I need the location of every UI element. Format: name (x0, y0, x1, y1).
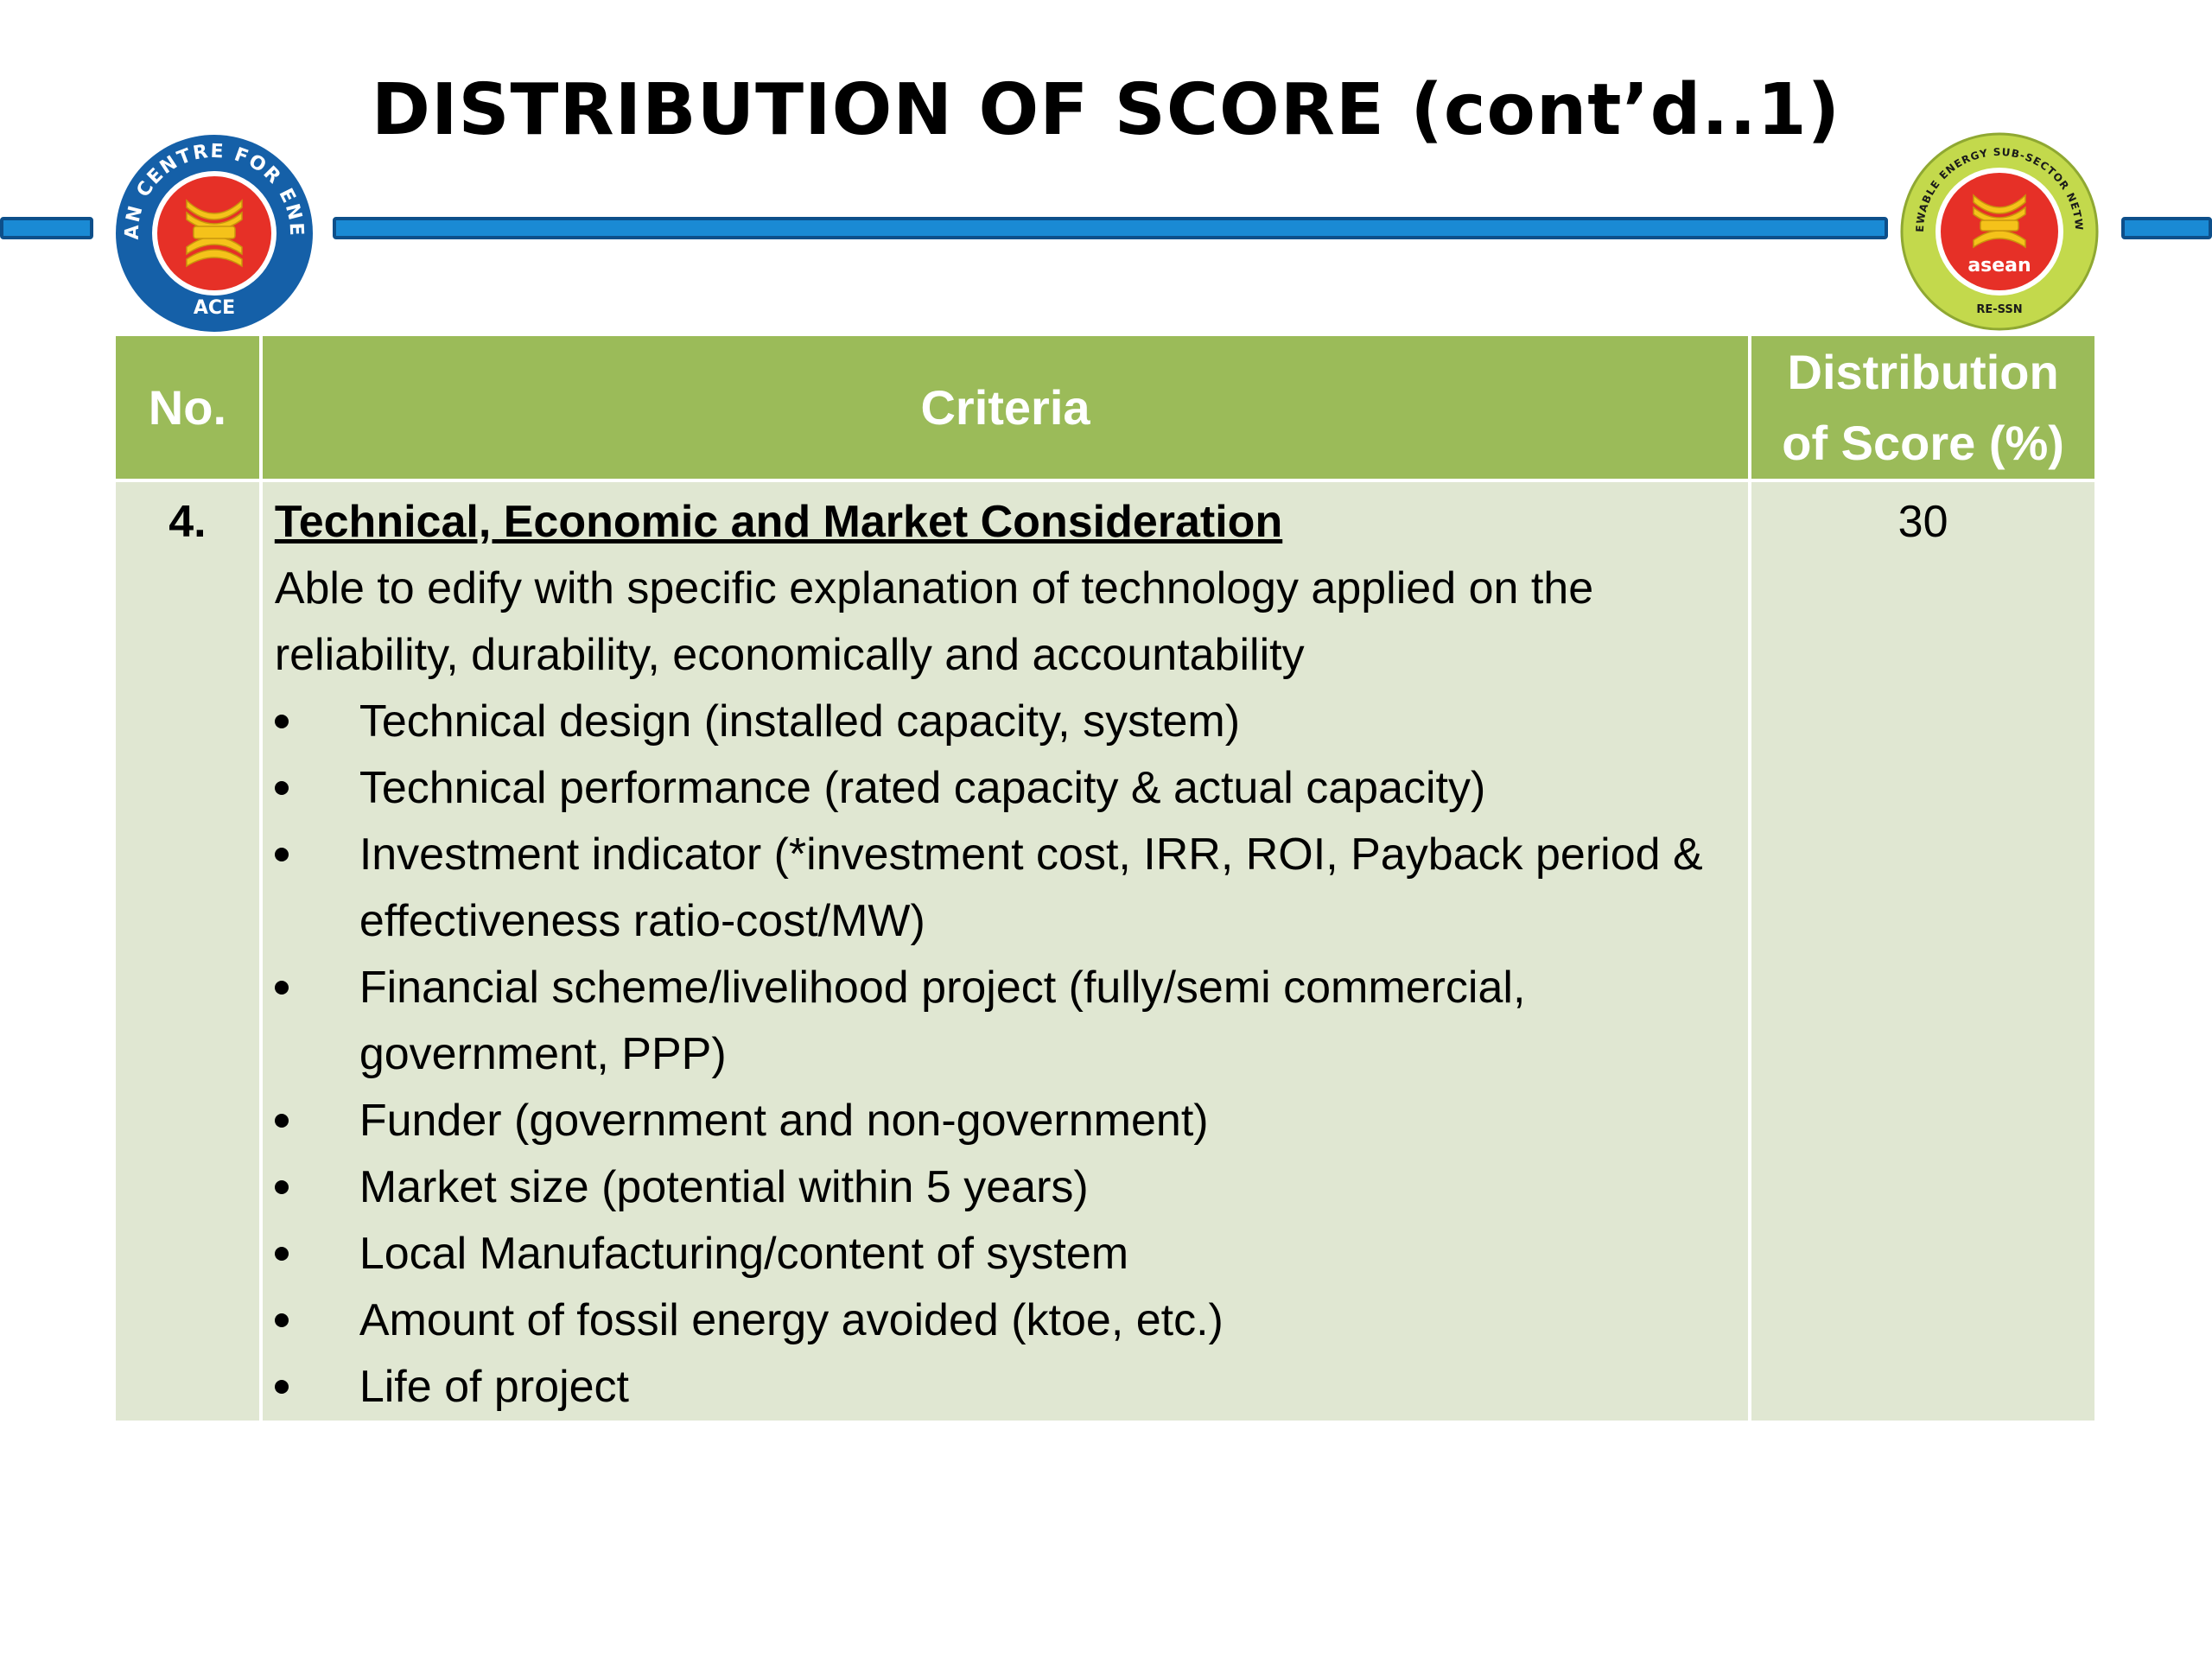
criteria-description: Able to edify with specific explanation … (274, 563, 1594, 680)
criteria-list: Technical design (installed capacity, sy… (274, 689, 1739, 1421)
bullet-icon (274, 781, 289, 795)
criteria-cell: Technical, Economic and Market Considera… (258, 479, 1752, 1424)
bullet-icon (274, 981, 289, 995)
score-value: 30 (1748, 479, 2098, 1424)
slide-title: DISTRIBUTION OF SCORE (cont’d..1) (371, 69, 1841, 151)
list-item-text: Life of project (359, 1362, 629, 1412)
bullet-icon (274, 1313, 289, 1327)
list-item: Life of project (274, 1354, 1739, 1421)
bullet-icon (274, 715, 289, 728)
list-item: Funder (government and non-government) (274, 1088, 1739, 1154)
bullet-icon (274, 1247, 289, 1261)
list-item: Technical performance (rated capacity & … (274, 755, 1739, 822)
list-item-text: Market size (potential within 5 years) (359, 1162, 1089, 1212)
list-item-text: Financial scheme/livelihood project (ful… (359, 963, 1526, 1079)
table-header-row: No. Criteria Distribution of Score (%) (112, 333, 2098, 482)
header-criteria: Criteria (258, 333, 1752, 482)
ace-logo: ASEAN CENTRE FOR ENERGY ACE (111, 130, 318, 337)
list-item-text: Funder (government and non-government) (359, 1096, 1209, 1146)
header-no: No. (112, 333, 263, 482)
list-item: Financial scheme/livelihood project (ful… (274, 955, 1739, 1088)
criteria-heading: Technical, Economic and Market Considera… (274, 497, 1283, 547)
list-item-text: Amount of fossil energy avoided (ktoe, e… (359, 1295, 1224, 1345)
header-bar-center (333, 217, 1888, 239)
list-item: Market size (potential within 5 years) (274, 1154, 1739, 1221)
list-item-text: Local Manufacturing/content of system (359, 1229, 1129, 1279)
re-ssn-emblem-word: asean (1967, 255, 2031, 276)
score-table: No. Criteria Distribution of Score (%) 4… (112, 333, 2098, 1424)
list-item: Investment indicator (*investment cost, … (274, 822, 1739, 955)
list-item: Technical design (installed capacity, sy… (274, 689, 1739, 755)
list-item-text: Technical performance (rated capacity & … (359, 763, 1486, 813)
bullet-icon (274, 1180, 289, 1194)
bullet-icon (274, 1380, 289, 1394)
re-ssn-bottom-text: RE-SSN (1976, 303, 2022, 316)
list-item: Local Manufacturing/content of system (274, 1221, 1739, 1287)
header-bar-left (0, 217, 93, 239)
re-ssn-logo: asean RENEWABLE ENERGY SUB-SECTOR NETWOR… (1899, 131, 2100, 332)
table-row: 4. Technical, Economic and Market Consid… (112, 479, 2098, 1424)
list-item-text: Investment indicator (*investment cost, … (359, 830, 1703, 946)
bullet-icon (274, 1114, 289, 1128)
list-item: Amount of fossil energy avoided (ktoe, e… (274, 1287, 1739, 1354)
ace-bottom-text: ACE (194, 297, 235, 319)
bullet-icon (274, 848, 289, 861)
row-number: 4. (112, 479, 263, 1424)
list-item-text: Technical design (installed capacity, sy… (359, 696, 1241, 747)
header-bar-right (2121, 217, 2212, 239)
header-score: Distribution of Score (%) (1748, 333, 2098, 482)
